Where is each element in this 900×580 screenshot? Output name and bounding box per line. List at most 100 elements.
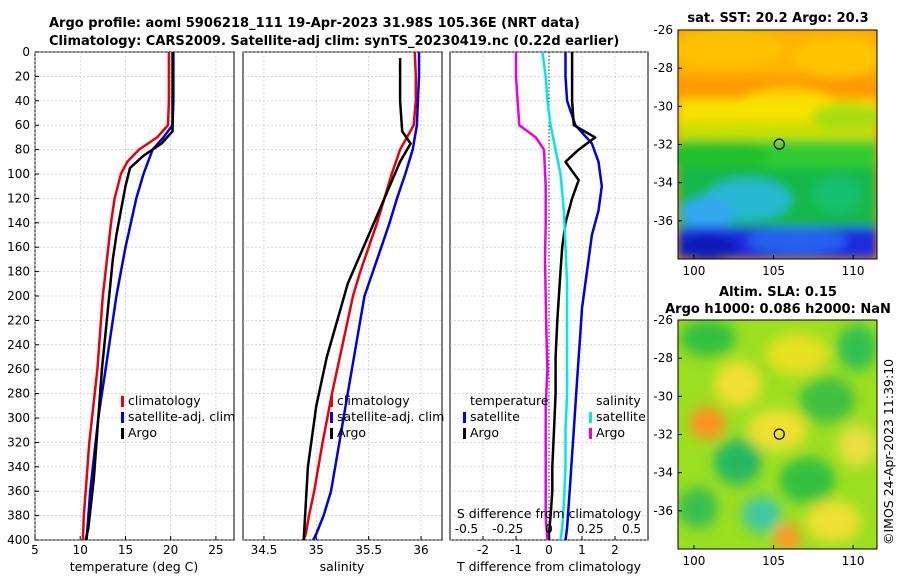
series-line-satellite-adj-clim — [312, 52, 421, 541]
depth-tick-label: 40 — [15, 94, 30, 108]
legend-argo-label: Argo — [128, 425, 157, 440]
series-line-s-satellite — [541, 51, 569, 541]
lon-tick-label: 110 — [842, 554, 865, 568]
depth-tick-label: 360 — [7, 484, 30, 498]
title-line-2: Climatology: CARS2009. Satellite-adj cli… — [49, 34, 619, 49]
lat-tick-label: -30 — [653, 389, 673, 403]
x-tick-label: -2 — [477, 543, 489, 557]
depth-ticks: 0 20 40 60 80 100 120 140 160 180 200 220 240 260 280 3… — [7, 45, 39, 547]
legend-argo-swatch — [330, 428, 333, 439]
series-line-argo — [302, 58, 412, 541]
depth-tick-label: 320 — [7, 435, 30, 449]
lat-tick-label: -32 — [653, 428, 673, 442]
x-tick-label: -1 — [510, 543, 522, 557]
sla-argo-position-marker — [773, 428, 785, 440]
sst-lon-ticks: 100 105 110 — [682, 255, 865, 278]
series-line-s-argo — [514, 52, 549, 541]
sla-lat-ticks: -26 -28 -30 -32 -34 -36 — [653, 313, 682, 518]
sst-argo-position-marker — [773, 138, 785, 150]
lat-tick-label: -36 — [653, 504, 673, 518]
lat-tick-label: -30 — [653, 99, 673, 113]
salinity-grid — [243, 51, 442, 541]
depth-tick-label: 340 — [7, 460, 30, 474]
x-tick-label: 35 — [309, 543, 324, 557]
legend-s-argo-swatch — [589, 428, 592, 439]
salinity-ticks: 34.5 35 35.5 36 — [251, 536, 429, 557]
legend-t-argo-swatch — [463, 428, 466, 439]
temperature-ticks: 5 10 15 20 25 — [31, 536, 224, 557]
s-diff-tick-label: 0.25 — [577, 522, 604, 536]
legend-climatology-label: climatology — [337, 393, 410, 408]
lat-tick-label: -26 — [653, 23, 673, 37]
legend-climatology-swatch — [121, 396, 124, 407]
s-difference-ticks: -0.5 -0.25 0 0.25 0.5 — [455, 522, 641, 536]
legend-climatology-swatch — [330, 396, 333, 407]
s-diff-tick-label: 0 — [545, 522, 553, 536]
legend-t-satellite-label: satellite — [470, 409, 520, 424]
series-line-satellite-adj-clim — [85, 52, 175, 541]
x-tick-label: 1 — [578, 543, 586, 557]
depth-tick-label: 180 — [7, 265, 30, 279]
s-diff-tick-label: -0.5 — [455, 522, 478, 536]
lat-tick-label: -36 — [653, 214, 673, 228]
series-line-argo — [84, 52, 174, 541]
depth-tick-label: 60 — [15, 118, 30, 132]
x-tick-label: 20 — [163, 543, 178, 557]
lon-tick-label: 100 — [682, 264, 705, 278]
depth-tick-label: 160 — [7, 240, 30, 254]
x-tick-label: 35.5 — [355, 543, 382, 557]
legend-salinity-title: salinity — [596, 393, 641, 408]
sla-map-title-line-2: Argo h1000: 0.086 h2000: NaN — [665, 302, 891, 317]
temperature-xlabel: temperature (deg C) — [70, 559, 199, 574]
temperature-grid — [34, 51, 234, 541]
title-line-1: Argo profile: aoml 5906218_111 19-Apr-20… — [49, 16, 580, 31]
difference-legend-salinity: salinity satellite Argo — [589, 393, 646, 440]
difference-legend-temperature: temperature satellite Argo — [463, 393, 549, 440]
depth-tick-label: 140 — [7, 216, 30, 230]
x-tick-label: 2 — [611, 543, 619, 557]
depth-tick-label: 400 — [7, 533, 30, 547]
lat-tick-label: -28 — [653, 61, 673, 75]
temperature-lines — [81, 52, 175, 541]
difference-ticks: -2 -1 0 1 2 — [477, 536, 619, 557]
s-diff-tick-label: -0.25 — [492, 522, 523, 536]
sst-map-panel: sat. SST: 20.2 Argo: 20.3 — [653, 11, 878, 278]
legend-climatology-label: climatology — [128, 393, 201, 408]
difference-xlabel: T difference from climatology — [456, 559, 642, 574]
difference-panel: -2 -1 0 1 2 T difference from climatology S … — [449, 51, 649, 574]
legend-satellite-label: satellite-adj. clim — [337, 409, 444, 424]
legend-satellite-swatch — [330, 412, 333, 423]
lat-tick-label: -34 — [653, 466, 673, 480]
temperature-legend: climatology satellite-adj. clim Argo — [121, 393, 235, 440]
x-tick-label: 25 — [208, 543, 223, 557]
lat-tick-label: -34 — [653, 176, 673, 190]
x-tick-label: 15 — [118, 543, 133, 557]
lat-tick-label: -28 — [653, 351, 673, 365]
lon-tick-label: 105 — [762, 554, 785, 568]
depth-tick-label: 120 — [7, 191, 30, 205]
imos-credit: ©IMOS 24-Apr-2023 11:39:10 — [881, 359, 896, 545]
legend-argo-swatch — [121, 428, 124, 439]
legend-temperature-title: temperature — [470, 393, 549, 408]
legend-argo-label: Argo — [337, 425, 366, 440]
series-line-t-satellite — [564, 52, 604, 541]
depth-tick-label: 300 — [7, 411, 30, 425]
series-line-climatology — [302, 51, 418, 541]
legend-t-argo-label: Argo — [470, 425, 499, 440]
x-tick-label: 10 — [73, 543, 88, 557]
salinity-legend: climatology satellite-adj. clim Argo — [330, 393, 444, 440]
lon-tick-label: 105 — [762, 264, 785, 278]
depth-tick-label: 260 — [7, 362, 30, 376]
x-tick-label: 5 — [31, 543, 39, 557]
temperature-panel: 0 20 40 60 80 100 120 140 160 180 200 220 240 260 280 3… — [7, 45, 235, 574]
depth-tick-label: 220 — [7, 313, 30, 327]
legend-s-satellite-label: satellite — [596, 409, 646, 424]
sla-map-panel: Altim. SLA: 0.15 Argo h1000: 0.086 h2000… — [653, 285, 890, 568]
depth-tick-label: 200 — [7, 289, 30, 303]
s-diff-tick-label: 0.5 — [622, 522, 641, 536]
salinity-lines — [302, 51, 421, 541]
x-tick-label: 0 — [545, 543, 553, 557]
sla-lon-ticks: 100 105 110 — [682, 545, 865, 568]
depth-tick-label: 280 — [7, 387, 30, 401]
